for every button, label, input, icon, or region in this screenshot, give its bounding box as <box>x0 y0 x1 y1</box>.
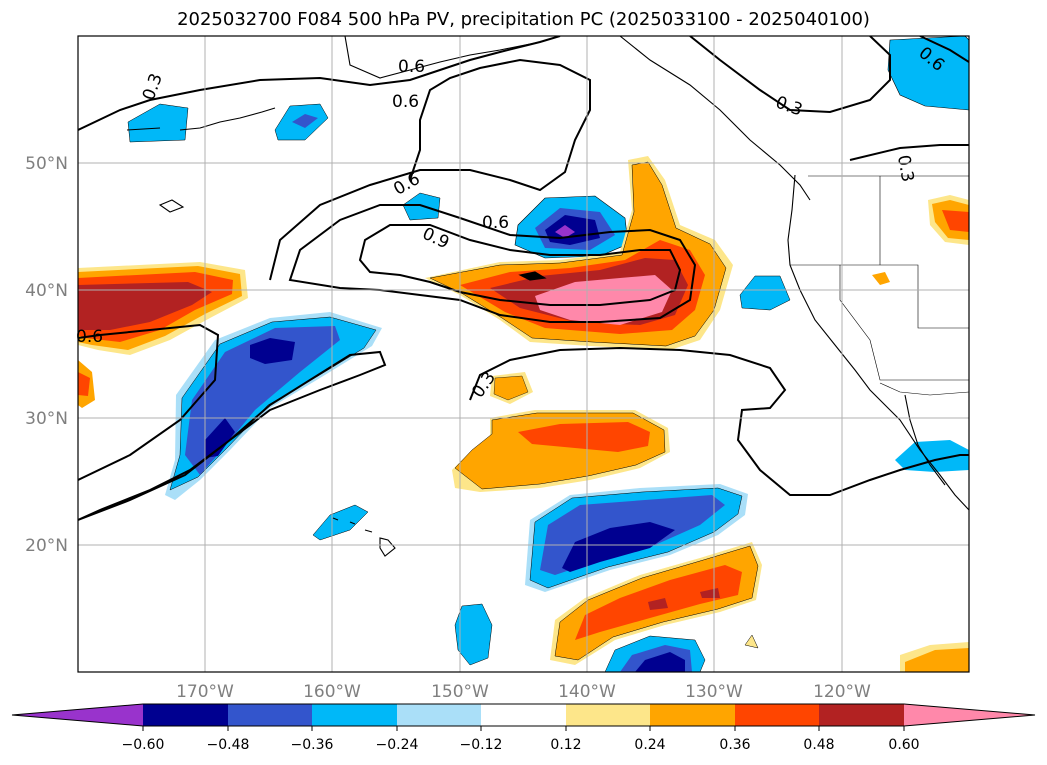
colorbar-tick-6: 0.24 <box>634 737 665 753</box>
colorbar-swatch-sky <box>312 704 397 726</box>
colorbar-swatch-orange <box>650 704 735 726</box>
colorbar-swatch-royal <box>228 704 312 726</box>
colorbar-tick-0: −0.60 <box>122 737 165 753</box>
blue-blob-east <box>739 275 791 311</box>
gridlines <box>78 36 969 672</box>
colorbar-extend-low <box>12 704 143 726</box>
colorbar-swatch-red-orange <box>735 704 819 726</box>
blue-blob-nw <box>127 103 189 143</box>
latitude-labels: 50°N 40°N 30°N 20°N <box>25 154 68 556</box>
colorbar-tick-2: −0.36 <box>291 737 334 753</box>
colorbar-tick-8: 0.48 <box>803 737 834 753</box>
colorbar-swatch-pale-yellow <box>566 704 650 726</box>
colorbar-tick-7: 0.36 <box>719 737 750 753</box>
pv-contour-03-north <box>78 36 561 131</box>
contour-label-c2: 0.6 <box>392 92 419 112</box>
pv-contour-layer <box>78 36 969 521</box>
lon-label-150: 150°W <box>431 682 489 702</box>
colorbar-tick-9: 0.60 <box>888 737 919 753</box>
state-border-3 <box>839 265 969 381</box>
colorbar-extend-high <box>904 704 1035 726</box>
lat-label-20: 20°N <box>25 536 68 556</box>
pv-contour-06-outer <box>78 323 220 481</box>
precipitation-fill-layer <box>78 36 969 672</box>
map-title: 2025032700 F084 500 hPa PV, precipitatio… <box>177 9 870 30</box>
colorbar: −0.60 −0.48 −0.36 −0.24 −0.12 0.12 0.24 … <box>11 703 1036 753</box>
longitude-labels: 170°W 160°W 150°W 140°W 130°W 120°W <box>176 682 871 702</box>
contour-label-c11: 0.3 <box>893 154 917 184</box>
border-layer <box>790 175 969 396</box>
pv-contour-03-south <box>469 346 969 496</box>
lat-label-50: 50°N <box>25 154 68 174</box>
map-frame <box>77 35 970 673</box>
alaska-panhandle <box>619 36 811 201</box>
lat-label-30: 30°N <box>25 409 68 429</box>
hawaii-islands <box>332 517 396 557</box>
colorbar-swatch-navy <box>143 704 228 726</box>
aleutian-chain <box>179 107 276 131</box>
colorbar-tick-1: −0.48 <box>207 737 250 753</box>
pv-contour-06-mid <box>78 350 387 521</box>
lon-label-140: 140°W <box>558 682 616 702</box>
contour-label-c8: 0.6 <box>398 57 425 77</box>
colorbar-swatch-white <box>481 704 566 726</box>
colorbar-tick-3: −0.24 <box>376 737 419 753</box>
baja-california <box>904 394 946 486</box>
colorbar-tick-4: −0.12 <box>460 737 503 753</box>
colorbar-tick-5: 0.12 <box>550 737 581 753</box>
lon-label-130: 130°W <box>685 682 743 702</box>
mexico-border <box>879 382 969 396</box>
lon-label-120: 120°W <box>813 682 871 702</box>
contour-label-c6: 0.6 <box>76 327 103 347</box>
lat-label-40: 40°N <box>25 281 68 301</box>
state-border-1 <box>790 264 969 329</box>
colorbar-swatch-pale-blue <box>397 704 481 726</box>
pacific-northwest-coast <box>787 174 969 511</box>
colorbar-swatch-firebrick <box>819 704 904 726</box>
pv-contour-09 <box>358 224 682 306</box>
pv-contour-03-east <box>689 36 891 114</box>
lon-label-170: 170°W <box>176 682 234 702</box>
pv-contour-06-inner <box>288 204 697 323</box>
contour-label-c4: 0.6 <box>482 213 509 233</box>
pv-contour-03-coast <box>849 144 969 161</box>
lon-label-160: 160°W <box>303 682 361 702</box>
pv-contour-06-main <box>269 58 591 281</box>
pv-contour-06-east <box>919 36 969 63</box>
